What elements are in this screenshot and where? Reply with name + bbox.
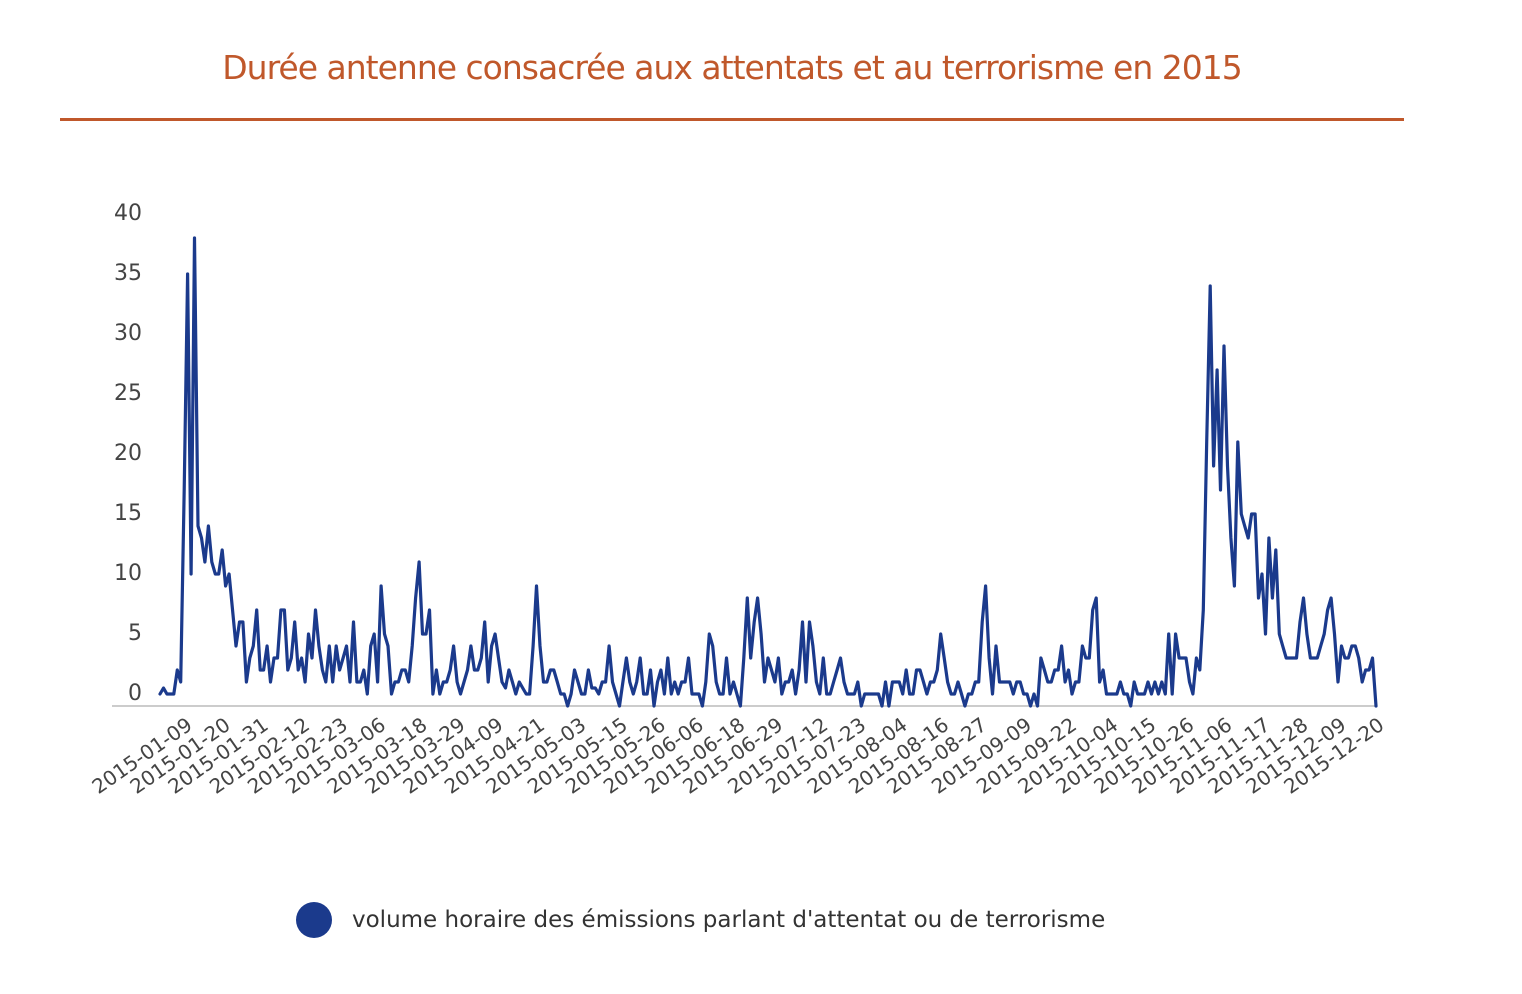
plot-area	[158, 236, 1378, 708]
y-tick-label: 0	[128, 681, 142, 706]
chart-title: Durée antenne consacrée aux attentats et…	[222, 48, 1242, 87]
y-tick-label: 20	[114, 441, 142, 466]
y-tick-label: 40	[114, 201, 142, 226]
series-line	[158, 236, 1378, 708]
y-tick-label: 15	[114, 501, 142, 526]
y-tick-label: 5	[128, 621, 142, 646]
y-tick-label: 30	[114, 321, 142, 346]
legend: volume horaire des émissions parlant d'a…	[296, 902, 1105, 938]
y-tick-label: 25	[114, 381, 142, 406]
legend-marker	[296, 902, 332, 938]
y-axis: 0 5 10 15 20 25 30 35 40	[114, 201, 142, 706]
y-tick-label: 35	[114, 261, 142, 286]
y-tick-label: 10	[114, 561, 142, 586]
x-axis: 2015-01-092015-01-202015-01-312015-02-12…	[88, 705, 1388, 799]
title-underline	[60, 118, 1404, 121]
legend-label: volume horaire des émissions parlant d'a…	[352, 907, 1106, 933]
